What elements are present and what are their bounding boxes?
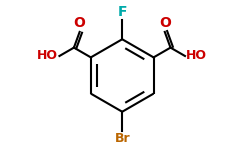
- Text: O: O: [160, 16, 172, 30]
- Text: Br: Br: [114, 132, 130, 145]
- Text: HO: HO: [186, 50, 207, 63]
- Text: O: O: [73, 16, 85, 30]
- Text: HO: HO: [37, 50, 58, 63]
- Text: F: F: [118, 5, 127, 19]
